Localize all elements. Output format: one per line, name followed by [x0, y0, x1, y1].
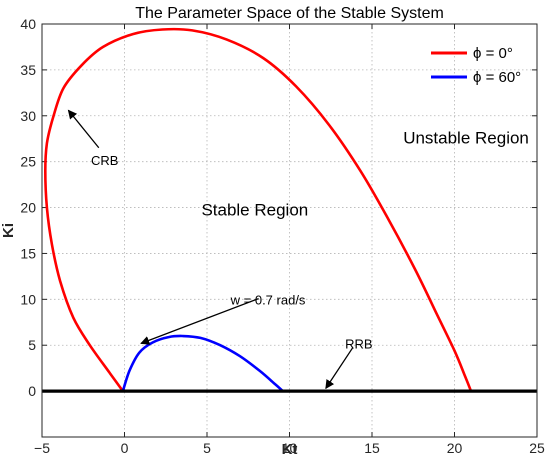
y-tick-label: 20	[20, 200, 36, 216]
x-axis-title: Kt	[282, 441, 298, 458]
y-axis-title: Ki	[0, 223, 17, 238]
annotation-unstable-region: Unstable Region	[403, 129, 529, 148]
chart-title: The Parameter Space of the Stable System	[135, 5, 444, 22]
x-tick-label: 25	[529, 440, 545, 456]
grid	[42, 24, 537, 437]
x-tick-label: 0	[121, 440, 129, 456]
y-tick-label: 25	[20, 154, 36, 170]
y-tick-label: 35	[20, 62, 36, 78]
y-tick-label: 30	[20, 108, 36, 124]
legend-label: ϕ = 60°	[473, 69, 521, 86]
annotation-rrb-arrow	[325, 347, 354, 390]
x-tick-label: 20	[447, 440, 463, 456]
plot-frame	[41, 23, 538, 438]
x-tick-label: 10	[282, 440, 298, 456]
annotations-layer: CRB w = 0.7 rad/s RRB Unstable Region Stable…	[67, 109, 529, 390]
annotation-frequency-arrow	[140, 298, 259, 345]
series-layer	[42, 27, 537, 393]
y-tick-label: 40	[20, 16, 36, 32]
y-tick-label: 0	[28, 383, 36, 399]
series-phi-60-curve	[121, 334, 284, 393]
y-tick-label: 5	[28, 337, 36, 353]
x-tick-label: 15	[364, 440, 380, 456]
annotation-crb: CRB	[91, 153, 118, 168]
y-tick-label: 10	[20, 291, 36, 307]
annotation-rrb: RRB	[345, 336, 372, 351]
series-phi-0-curve	[44, 27, 473, 392]
annotation-crb-arrow	[67, 109, 100, 149]
annotation-stable-region: Stable Region	[201, 200, 308, 219]
tick-labels: −5 0 5 10 15 20 25 0 5 10 15 20 25 30 35 40	[20, 16, 545, 456]
x-tick-label: −5	[34, 440, 50, 456]
legend: ϕ = 0° ϕ = 60°	[431, 45, 521, 86]
annotation-frequency: w = 0.7 rad/s	[230, 292, 306, 307]
x-tick-label: 5	[203, 440, 211, 456]
y-tick-label: 15	[20, 245, 36, 261]
legend-label: ϕ = 0°	[473, 45, 513, 62]
